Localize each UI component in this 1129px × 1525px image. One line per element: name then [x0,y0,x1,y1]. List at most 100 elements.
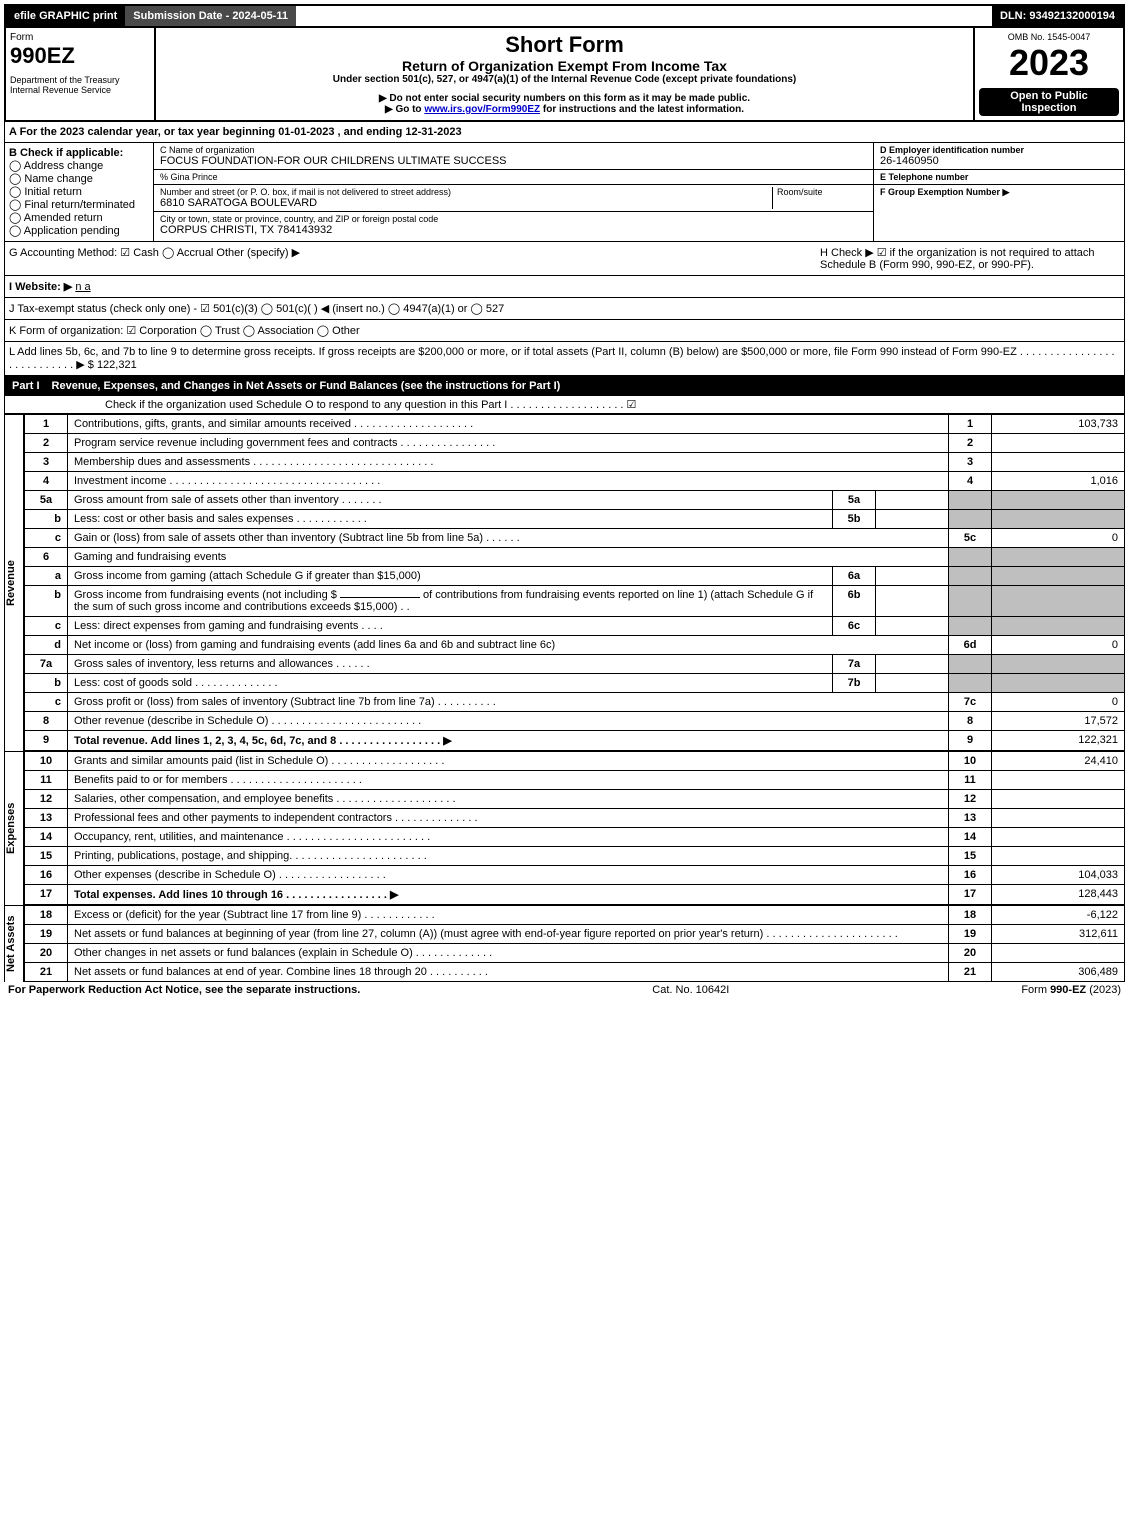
title-center: Short Form Return of Organization Exempt… [156,28,973,120]
ln3-ln: 3 [949,453,992,472]
ln5a-d: Gross amount from sale of assets other t… [68,491,833,510]
b-label-3: Final return/terminated [24,199,135,211]
ln21-n: 21 [25,963,68,982]
footer-right-bold: 990-EZ [1050,984,1086,996]
ln21-ln: 21 [949,963,992,982]
footer-right: Form 990-EZ (2023) [1021,984,1121,996]
ln5c-n: c [25,529,68,548]
ln12-ln: 12 [949,790,992,809]
ln8-n: 8 [25,712,68,731]
ln19-amt: 312,611 [992,925,1125,944]
ln13-n: 13 [25,809,68,828]
form-number: 990EZ [10,43,150,69]
ln2-n: 2 [25,434,68,453]
ln7b-d: Less: cost of goods sold . . . . . . . .… [68,674,833,693]
ln20-d: Other changes in net assets or fund bala… [68,944,949,963]
ln6-d: Gaming and fundraising events [68,548,949,567]
ln19-ln: 19 [949,925,992,944]
c-careof-row: % Gina Prince [154,170,873,185]
ln6c-d: Less: direct expenses from gaming and fu… [68,617,833,636]
b-label-0: Address change [24,160,104,172]
sections-def: D Employer identification number 26-1460… [873,143,1124,241]
b-item-1[interactable]: ◯ Name change [9,172,149,185]
section-j: J Tax-exempt status (check only one) - ☑… [4,298,1125,320]
row-gh: G Accounting Method: ☑ Cash ◯ Accrual Ot… [4,242,1125,276]
footer-left: For Paperwork Reduction Act Notice, see … [8,984,360,996]
ln10-n: 10 [25,752,68,771]
c-name-label: C Name of organization [160,145,867,155]
part1-header: Part I Revenue, Expenses, and Changes in… [4,376,1125,396]
b-item-2[interactable]: ◯ Initial return [9,185,149,198]
department: Department of the Treasury Internal Reve… [10,75,150,95]
section-f: F Group Exemption Number ▶ [874,185,1124,200]
irs-link[interactable]: www.irs.gov/Form990EZ [424,104,540,115]
b-label-1: Name change [24,173,93,185]
top-bar: efile GRAPHIC print Submission Date - 20… [4,4,1125,28]
section-g: G Accounting Method: ☑ Cash ◯ Accrual Ot… [9,246,820,271]
b-label-4: Amended return [24,212,103,224]
b-item-0[interactable]: ◯ Address change [9,159,149,172]
ln7c-n: c [25,693,68,712]
ln2-amt [992,434,1125,453]
ln9-d: Total revenue. Add lines 1, 2, 3, 4, 5c,… [68,731,949,751]
ln7a-d: Gross sales of inventory, less returns a… [68,655,833,674]
b-item-4[interactable]: ◯ Amended return [9,211,149,224]
ln7c-amt: 0 [992,693,1125,712]
ln5b-sh1 [949,510,992,529]
ln5a-iv [876,491,949,510]
revenue-block: Revenue 1Contributions, gifts, grants, a… [4,414,1125,751]
ln7a-n: 7a [25,655,68,674]
ln5a-n: 5a [25,491,68,510]
ln18-n: 18 [25,906,68,925]
ln1-amt: 103,733 [992,415,1125,434]
ln9-amt: 122,321 [992,731,1125,751]
ln5c-d: Gain or (loss) from sale of assets other… [68,529,949,548]
ln8-amt: 17,572 [992,712,1125,731]
ln7c-ln: 7c [949,693,992,712]
f-label: F Group Exemption Number ▶ [880,187,1118,198]
ln7b-in: 7b [833,674,876,693]
ln5a-in: 5a [833,491,876,510]
ln7a-sh1 [949,655,992,674]
ln7b-sh1 [949,674,992,693]
careof: % Gina Prince [160,172,218,182]
section-k: K Form of organization: ☑ Corporation ◯ … [4,320,1125,342]
ln6d-amt: 0 [992,636,1125,655]
b-item-5[interactable]: ◯ Application pending [9,224,149,237]
expenses-vlabel: Expenses [4,751,24,905]
ln16-d: Other expenses (describe in Schedule O) … [68,866,949,885]
ln2-d: Program service revenue including govern… [68,434,949,453]
ln3-amt [992,453,1125,472]
ln6b-sh2 [992,586,1125,617]
ln1-n: 1 [25,415,68,434]
ln20-amt [992,944,1125,963]
ln3-n: 3 [25,453,68,472]
ln11-amt [992,771,1125,790]
ln10-ln: 10 [949,752,992,771]
ln12-d: Salaries, other compensation, and employ… [68,790,949,809]
ln18-ln: 18 [949,906,992,925]
ln6b-n: b [25,586,68,617]
ln18-amt: -6,122 [992,906,1125,925]
ln6-sh1 [949,548,992,567]
ln5a-sh1 [949,491,992,510]
note-link: ▶ Go to www.irs.gov/Form990EZ for instru… [160,104,969,115]
ln10-d: Grants and similar amounts paid (list in… [68,752,949,771]
section-h: H Check ▶ ☑ if the organization is not r… [820,246,1120,271]
omb: OMB No. 1545-0047 [979,32,1119,42]
note2-post: for instructions and the latest informat… [540,104,744,115]
efile-label[interactable]: efile GRAPHIC print [6,6,125,26]
ln8-ln: 8 [949,712,992,731]
ln19-n: 19 [25,925,68,944]
ln16-ln: 16 [949,866,992,885]
city-label: City or town, state or province, country… [160,214,438,224]
e-label: E Telephone number [880,172,1118,182]
ln15-amt [992,847,1125,866]
expenses-table: 10Grants and similar amounts paid (list … [24,751,1125,905]
ln18-d: Excess or (deficit) for the year (Subtra… [68,906,949,925]
ln11-d: Benefits paid to or for members . . . . … [68,771,949,790]
part1-checknote: Check if the organization used Schedule … [4,396,1125,414]
b-item-3[interactable]: ◯ Final return/terminated [9,198,149,211]
ln6b-d1: Gross income from fundraising events (no… [74,589,337,601]
return-title: Return of Organization Exempt From Incom… [160,58,969,74]
